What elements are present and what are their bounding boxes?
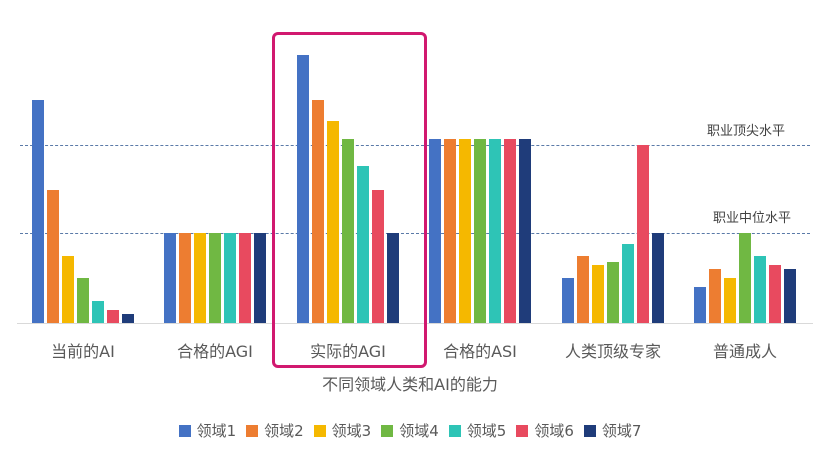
legend-label: 领域3 [331, 422, 372, 440]
legend-swatch-icon [381, 424, 394, 437]
legend-item-domain-7: 领域7 [583, 420, 642, 441]
bar [47, 190, 59, 323]
bar [489, 139, 501, 323]
bar [784, 269, 796, 323]
category-label-human-expert: 人类顶级专家 [564, 342, 661, 361]
bar [387, 233, 399, 323]
bar [504, 139, 516, 323]
category-label-current-ai: 当前的AI [51, 342, 115, 361]
bar [577, 256, 589, 323]
bar [312, 100, 324, 323]
category-label-qualified-agi: 合格的AGI [177, 342, 253, 361]
legend: 领域1 领域2 领域3 领域4 领域5 领域6 领域7 [0, 420, 820, 441]
legend-label: 领域1 [196, 422, 237, 440]
bar [519, 139, 531, 323]
bar [444, 139, 456, 323]
legend-label: 领域4 [399, 422, 439, 440]
bar [357, 166, 369, 323]
legend-swatch-icon [313, 424, 326, 437]
bar [637, 145, 649, 323]
bar [224, 233, 236, 323]
legend-label: 领域5 [466, 422, 507, 440]
median-level-label: 职业中位水平 [713, 211, 792, 226]
bar [209, 233, 221, 323]
bar [194, 233, 206, 323]
legend-swatch-icon [516, 424, 529, 437]
top-level-reference-line [20, 145, 810, 146]
bar [327, 121, 339, 323]
actual-agi-highlight-box [272, 32, 427, 368]
category-label-qualified-asi: 合格的ASI [443, 342, 517, 361]
bar [122, 314, 134, 323]
legend-label: 领域6 [534, 422, 574, 440]
bar [592, 265, 604, 323]
bar [342, 139, 354, 323]
bar [607, 262, 619, 323]
bar [239, 233, 251, 323]
bar [694, 287, 706, 323]
x-axis-baseline [17, 323, 813, 324]
bar [459, 139, 471, 323]
legend-item-domain-2: 领域2 [246, 420, 304, 441]
legend-item-domain-6: 领域6 [516, 420, 574, 441]
bar [754, 256, 766, 323]
legend-item-domain-1: 领域1 [178, 420, 237, 441]
bar [652, 233, 664, 323]
bar [62, 256, 74, 323]
bar [562, 278, 574, 323]
legend-swatch-icon [178, 424, 191, 437]
legend-item-domain-3: 领域3 [313, 420, 372, 441]
median-level-reference-line [20, 233, 810, 234]
bar [724, 278, 736, 323]
legend-swatch-icon [246, 424, 259, 437]
bar [254, 233, 266, 323]
legend-swatch-icon [448, 424, 461, 437]
category-label-ordinary-adult: 普通成人 [712, 342, 777, 361]
bar [769, 265, 781, 323]
bar [297, 55, 309, 323]
legend-label: 领域7 [601, 422, 642, 440]
legend-label: 领域2 [264, 422, 304, 440]
bar [179, 233, 191, 323]
x-axis-title: 不同领域人类和AI的能力 [322, 375, 498, 394]
category-label-actual-agi: 实际的AGI [310, 342, 386, 361]
bar [77, 278, 89, 323]
bar [474, 139, 486, 323]
bar [429, 139, 441, 323]
bar [739, 233, 751, 323]
legend-swatch-icon [583, 424, 596, 437]
bar [709, 269, 721, 323]
bar [92, 301, 104, 323]
bar [622, 244, 634, 323]
bar [164, 233, 176, 323]
bar [372, 190, 384, 323]
bar [32, 100, 44, 323]
bar [107, 310, 119, 323]
legend-item-domain-5: 领域5 [448, 420, 507, 441]
legend-item-domain-4: 领域4 [381, 420, 439, 441]
top-level-label: 职业顶尖水平 [707, 124, 786, 139]
